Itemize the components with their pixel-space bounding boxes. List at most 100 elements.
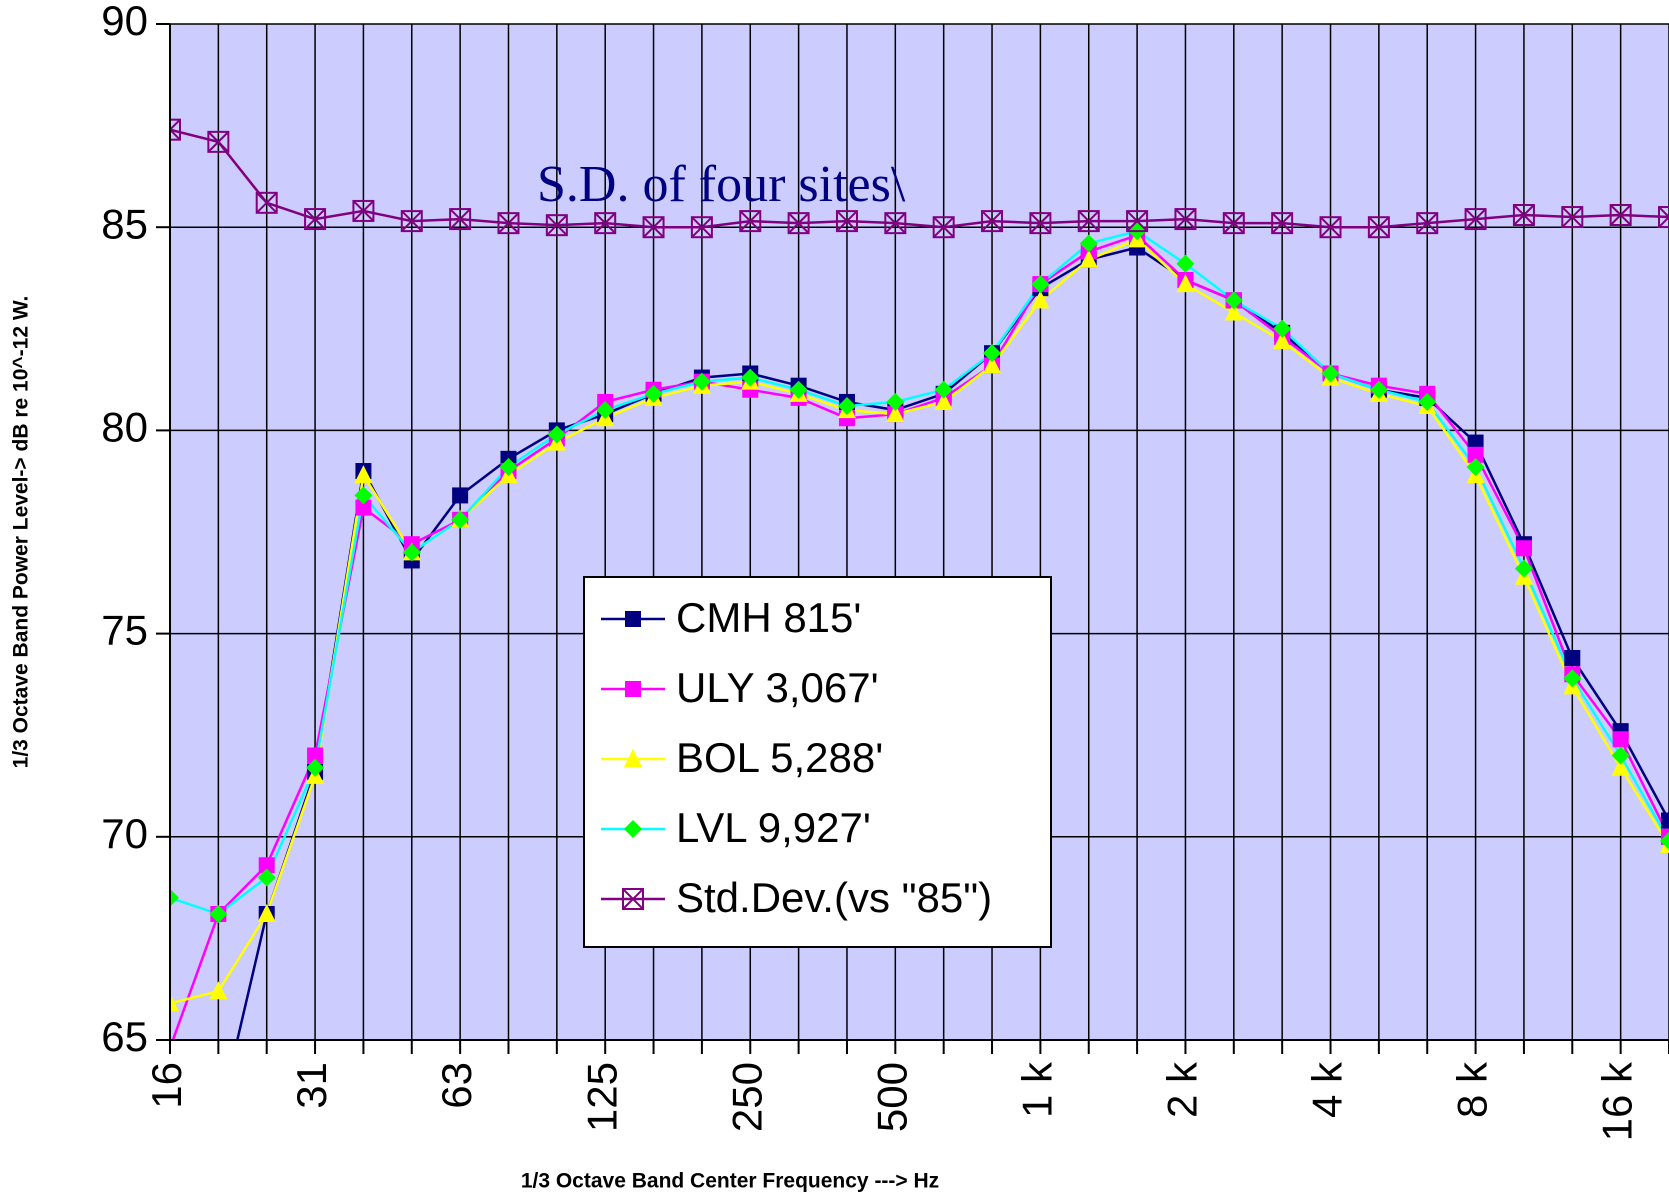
marker-cross: [1271, 212, 1293, 234]
marker: [1658, 206, 1669, 229]
marker: [207, 130, 230, 153]
marker: [1466, 457, 1485, 476]
x-tick-label: 31: [288, 1062, 335, 1109]
marker-cross: [787, 212, 810, 234]
marker: [1416, 212, 1439, 235]
marker-box: [400, 210, 423, 233]
marker-box: [1126, 210, 1149, 233]
marker-cross: [1174, 208, 1197, 230]
marker-cross: [594, 212, 616, 234]
marker: [1515, 540, 1532, 557]
marker: [1514, 559, 1533, 578]
marker: [886, 404, 905, 423]
marker: [1271, 212, 1294, 235]
marker: [170, 888, 179, 907]
marker-cross: [401, 210, 423, 232]
marker: [352, 199, 375, 222]
marker: [1611, 746, 1630, 765]
marker: [1174, 208, 1197, 231]
marker-cross: [256, 192, 278, 214]
marker-box: [690, 216, 713, 239]
marker: [452, 487, 469, 504]
marker: [1222, 212, 1245, 235]
marker-box: [449, 208, 472, 231]
marker: [1661, 812, 1669, 829]
marker-box: [1174, 208, 1197, 231]
marker-box: [884, 212, 907, 235]
marker: [1176, 274, 1195, 293]
series-line: [170, 128, 1669, 229]
y-tick-label: 75: [101, 607, 148, 654]
marker-box: [622, 888, 644, 910]
x-tick-label: 2 k: [1159, 1061, 1206, 1118]
marker: [789, 380, 808, 399]
marker-cross: [1368, 216, 1390, 238]
marker-box: [1077, 210, 1100, 233]
marker: [354, 465, 373, 484]
marker: [1224, 302, 1243, 321]
marker: [547, 425, 566, 444]
marker: [1561, 206, 1584, 229]
marker-cross: [170, 118, 181, 141]
y-tick-label: 85: [101, 200, 148, 247]
marker: [596, 401, 615, 420]
marker: [642, 216, 665, 239]
marker-cross: [1223, 212, 1245, 234]
marker-box: [304, 208, 327, 231]
marker-box: [642, 216, 665, 239]
marker: [1564, 649, 1581, 666]
marker-box: [1609, 204, 1632, 227]
marker: [622, 888, 644, 910]
marker-box: [932, 216, 955, 239]
series-line: [170, 229, 1669, 916]
marker: [355, 499, 372, 516]
annotation: S.D. of four sites\: [537, 156, 906, 213]
marker-cross: [1464, 208, 1487, 230]
marker: [981, 210, 1004, 233]
marker: [1126, 210, 1149, 233]
marker: [934, 391, 953, 410]
marker: [983, 355, 1002, 374]
y-tick-label: 65: [101, 1013, 148, 1060]
marker: [210, 1113, 226, 1129]
marker-box: [545, 214, 568, 237]
marker-cross: [1319, 216, 1342, 238]
marker-cross: [884, 212, 907, 234]
series-line: [171, 233, 1669, 1040]
marker-box: [1029, 212, 1052, 235]
marker: [932, 216, 955, 239]
marker-box: [1319, 216, 1342, 239]
x-tick-label: 4 k: [1304, 1061, 1351, 1118]
marker-cross: [1416, 212, 1438, 234]
marker: [1367, 216, 1390, 239]
marker-box: [1367, 216, 1390, 239]
marker: [402, 543, 421, 562]
marker: [1029, 212, 1052, 235]
marker-box: [1271, 212, 1294, 235]
marker: [1031, 290, 1050, 309]
marker-box: [1464, 208, 1487, 231]
marker-box: [787, 212, 810, 235]
marker: [1273, 319, 1292, 338]
marker: [545, 214, 568, 237]
marker: [690, 216, 713, 239]
marker: [170, 993, 179, 1012]
marker: [1319, 216, 1342, 239]
marker-cross: [981, 210, 1003, 232]
marker-cross: [1513, 204, 1535, 226]
marker-cross: [207, 131, 230, 153]
marker: [835, 210, 858, 233]
marker: [257, 904, 276, 923]
x-tick-label: 500: [868, 1062, 915, 1132]
marker: [1079, 234, 1098, 253]
marker-box: [835, 210, 858, 233]
marker-box: [1512, 204, 1535, 227]
y-tick-label: 90: [101, 0, 148, 44]
marker: [209, 905, 228, 924]
marker-cross: [1658, 206, 1669, 228]
x-axis-title: 1/3 Octave Band Center Frequency ---> Hz: [521, 1170, 939, 1193]
marker: [400, 210, 423, 233]
marker: [644, 384, 663, 403]
marker: [787, 212, 810, 235]
